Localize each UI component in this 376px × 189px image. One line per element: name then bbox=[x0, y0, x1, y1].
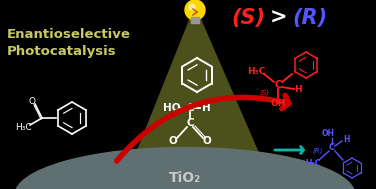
Text: HO: HO bbox=[163, 103, 181, 113]
Text: H₃C: H₃C bbox=[15, 123, 31, 132]
Text: (S): (S) bbox=[259, 90, 269, 96]
Text: C: C bbox=[274, 80, 282, 90]
Text: O: O bbox=[203, 136, 211, 146]
Circle shape bbox=[189, 4, 195, 10]
Text: C: C bbox=[186, 103, 194, 113]
Circle shape bbox=[185, 0, 205, 20]
Text: Enantioselective: Enantioselective bbox=[7, 29, 131, 42]
Bar bbox=[191, 17, 199, 23]
Text: (S): (S) bbox=[231, 8, 265, 28]
Polygon shape bbox=[135, 5, 260, 155]
Text: H: H bbox=[294, 85, 302, 94]
Text: (R): (R) bbox=[293, 8, 327, 28]
Ellipse shape bbox=[15, 147, 355, 189]
Text: C: C bbox=[186, 118, 194, 128]
Text: (R): (R) bbox=[313, 148, 323, 154]
Text: H: H bbox=[343, 135, 349, 143]
Text: H₃C: H₃C bbox=[305, 160, 321, 169]
Text: OH: OH bbox=[270, 98, 286, 108]
Text: O: O bbox=[168, 136, 177, 146]
Text: Photocatalysis: Photocatalysis bbox=[7, 46, 117, 59]
Text: OH: OH bbox=[321, 129, 335, 139]
Text: H: H bbox=[202, 103, 211, 113]
Text: C: C bbox=[329, 143, 335, 153]
Text: H₃C: H₃C bbox=[247, 67, 265, 75]
Text: >: > bbox=[269, 8, 287, 28]
Text: TiO₂: TiO₂ bbox=[169, 171, 201, 185]
Text: O: O bbox=[29, 97, 35, 105]
